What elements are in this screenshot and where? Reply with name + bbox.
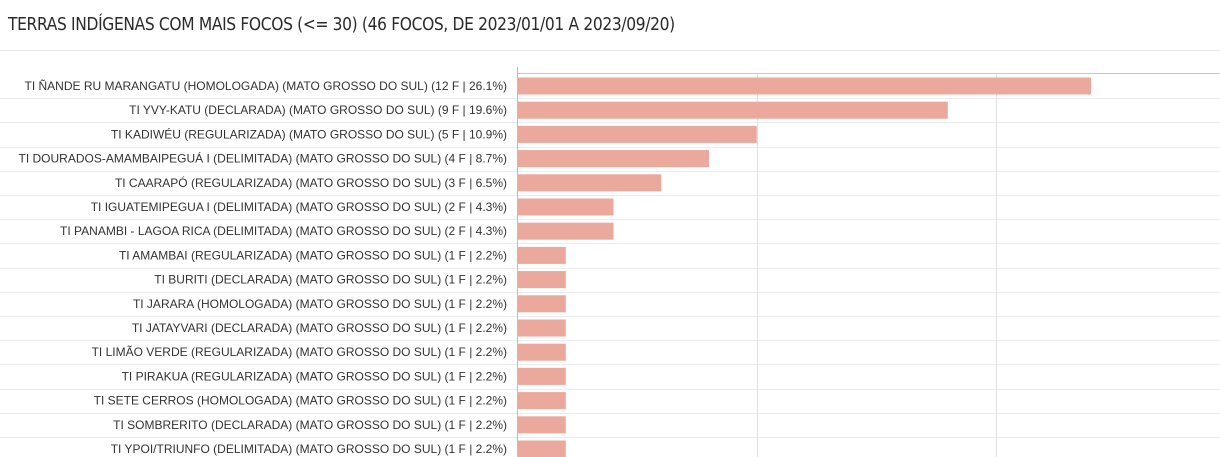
category-label: TI DOURADOS-AMAMBAIPEGUÁ I (DELIMITADA) … — [18, 151, 507, 166]
bar[interactable] — [518, 319, 566, 337]
bar[interactable] — [518, 246, 566, 264]
title-divider — [0, 50, 1220, 51]
bar[interactable] — [518, 392, 566, 410]
bar[interactable] — [518, 367, 566, 385]
category-label: TI SETE CERROS (HOMOLOGADA) (MATO GROSSO… — [94, 394, 507, 408]
bar[interactable] — [518, 295, 566, 313]
bar[interactable] — [518, 125, 757, 143]
category-label: TI IGUATEMIPEGUA I (DELIMITADA) (MATO GR… — [91, 200, 507, 214]
category-label: TI AMAMBAI (REGULARIZADA) (MATO GROSSO D… — [119, 248, 507, 262]
category-label: TI BURITI (DECLARADA) (MATO GROSSO DO SU… — [154, 273, 507, 287]
bar[interactable] — [518, 271, 566, 289]
bar[interactable] — [518, 101, 948, 119]
bar[interactable] — [518, 150, 709, 168]
bar[interactable] — [518, 198, 614, 216]
chart-title: TERRAS INDÍGENAS COM MAIS FOCOS (<= 30) … — [8, 14, 675, 35]
bar[interactable] — [518, 416, 566, 434]
category-label: TI PIRAKUA (REGULARIZADA) (MATO GROSSO D… — [122, 369, 507, 383]
bar[interactable] — [518, 77, 1091, 95]
category-label: TI YVY-KATU (DECLARADA) (MATO GROSSO DO … — [129, 103, 507, 117]
category-label: TI PANAMBI - LAGOA RICA (DELIMITADA) (MA… — [60, 224, 507, 238]
category-label: TI LIMÃO VERDE (REGULARIZADA) (MATO GROS… — [92, 345, 507, 359]
category-label: TI YPOI/TRIUNFO (DELIMITADA) (MATO GROSS… — [111, 442, 507, 456]
bar[interactable] — [518, 343, 566, 361]
category-label: TI CAARAPÓ (REGULARIZADA) (MATO GROSSO D… — [115, 175, 507, 190]
bar[interactable] — [518, 440, 566, 457]
category-label: TI KADIWÉU (REGULARIZADA) (MATO GROSSO D… — [111, 126, 507, 141]
bar[interactable] — [518, 174, 662, 192]
category-label: TI JARARA (HOMOLOGADA) (MATO GROSSO DO S… — [133, 297, 507, 311]
category-label: TI SOMBRERITO (DECLARADA) (MATO GROSSO D… — [113, 418, 507, 432]
bar[interactable] — [518, 222, 614, 240]
category-label: TI JATAYVARI (DECLARADA) (MATO GROSSO DO… — [132, 321, 507, 335]
category-label: TI ÑANDE RU MARANGATU (HOMOLOGADA) (MATO… — [24, 79, 507, 93]
